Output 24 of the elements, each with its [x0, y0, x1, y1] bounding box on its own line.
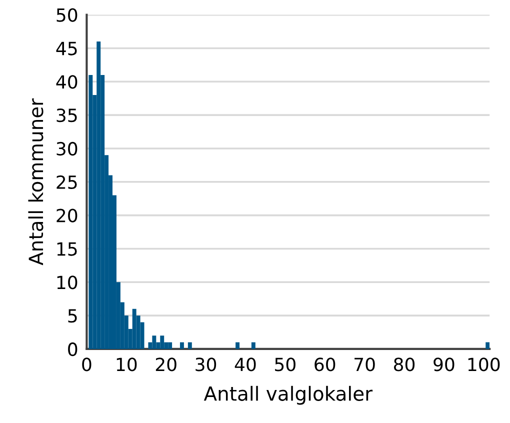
y-tick-label: 10 [57, 276, 78, 290]
x-tick-label: 60 [314, 358, 336, 372]
x-axis-title: Antall valglokaler [204, 386, 373, 405]
x-tick-label: 100 [468, 358, 500, 372]
y-tick-label: 0 [68, 342, 78, 356]
y-tick-label: 35 [56, 108, 77, 122]
y-tick-label: 5 [68, 309, 77, 323]
x-tick-label: 80 [394, 358, 415, 372]
x-tick-label: 30 [196, 358, 216, 372]
y-tick-label: 40 [56, 75, 78, 89]
x-tick-label: 70 [354, 358, 375, 372]
y-tick-label: 15 [57, 242, 77, 256]
x-tick-label: 10 [116, 358, 137, 372]
x-tick-label: 40 [234, 358, 256, 372]
x-tick-label: 50 [275, 358, 296, 372]
x-tick-label: 20 [156, 358, 176, 372]
y-tick-label: 20 [56, 208, 78, 222]
y-tick-label: 25 [56, 175, 77, 190]
y-tick-label: 30 [56, 142, 78, 156]
x-tick-label: 90 [434, 358, 454, 372]
y-tick-label: 45 [56, 42, 77, 56]
y-tick-label: 50 [56, 8, 78, 22]
x-tick-label: 0 [82, 358, 92, 372]
y-axis-title: Antall kommuner [28, 98, 44, 266]
